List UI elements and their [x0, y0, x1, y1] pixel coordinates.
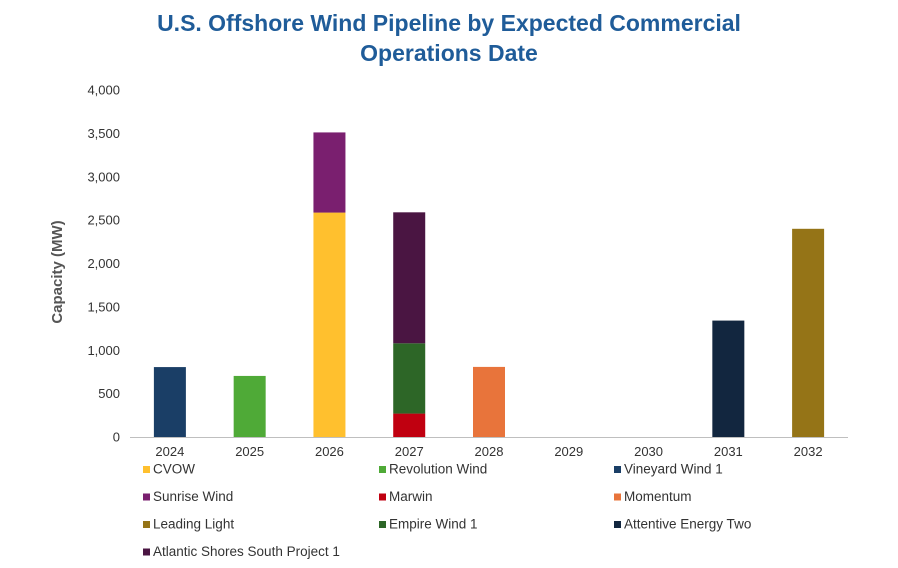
x-tick-label: 2031: [714, 444, 743, 459]
x-tick-label: 2026: [315, 444, 344, 459]
y-tick-label: 0: [113, 430, 120, 445]
legend-swatch: [143, 493, 150, 501]
x-tick-label: 2024: [155, 444, 184, 459]
legend-label: Attentive Energy Two: [624, 517, 751, 532]
bars: [153, 132, 825, 437]
bar-segment: [313, 212, 346, 437]
legend-label: Momentum: [624, 489, 692, 504]
bar-segment: [313, 132, 346, 213]
x-tick-label: 2025: [235, 444, 264, 459]
legend-swatch: [143, 548, 150, 556]
legend-swatch: [379, 521, 386, 528]
y-axis-ticks: 0 500 1,000 1,500 2,000 2,500 3,000 3,500 4,000: [87, 83, 120, 445]
x-tick-label: 2027: [395, 444, 424, 459]
legend-swatch: [379, 493, 386, 501]
legend-label: Leading Light: [153, 517, 234, 532]
x-tick-label: 2028: [475, 444, 504, 459]
bar-segment: [393, 343, 426, 414]
y-axis-label: Capacity (MW): [49, 220, 66, 323]
legend-swatch: [614, 521, 621, 528]
x-axis-ticks: 2024 2025 2026 2027 2028 2029 2030 2031 2032: [155, 444, 822, 459]
y-tick-label: 2,500: [87, 213, 120, 228]
chart-title-line-1: U.S. Offshore Wind Pipeline by Expected …: [157, 10, 741, 36]
legend-label: Vineyard Wind 1: [624, 462, 723, 477]
y-tick-label: 500: [98, 386, 120, 401]
bar-segment: [712, 320, 745, 437]
legend-swatch: [143, 466, 150, 473]
bar-segment: [393, 413, 426, 437]
x-tick-label: 2032: [794, 444, 823, 459]
legend-label: Marwin: [389, 489, 433, 504]
legend: CVOW Revolution Wind Vineyard Wind 1 Sunris…: [143, 462, 751, 559]
bar-segment: [473, 366, 505, 437]
y-tick-label: 1,000: [87, 343, 120, 358]
bar-segment: [792, 228, 825, 437]
legend-label: Revolution Wind: [389, 462, 487, 477]
x-tick-label: 2029: [554, 444, 583, 459]
y-tick-label: 4,000: [87, 83, 120, 98]
legend-label: CVOW: [153, 462, 195, 477]
legend-label: Sunrise Wind: [153, 489, 233, 504]
bar-segment: [393, 212, 426, 344]
legend-label: Atlantic Shores South Project 1: [153, 544, 340, 559]
legend-swatch: [614, 466, 621, 473]
legend-swatch: [614, 493, 621, 501]
chart-title: U.S. Offshore Wind Pipeline by Expected …: [0, 8, 898, 68]
bar-segment: [233, 375, 266, 437]
chart-title-line-2: Operations Date: [360, 40, 538, 66]
bar-segment: [153, 367, 186, 437]
legend-label: Empire Wind 1: [389, 517, 478, 532]
y-tick-label: 2,000: [87, 256, 120, 271]
y-tick-label: 3,000: [87, 169, 120, 184]
y-tick-label: 1,500: [87, 299, 120, 314]
y-tick-label: 3,500: [87, 126, 120, 141]
x-tick-label: 2030: [634, 444, 663, 459]
legend-swatch: [379, 466, 386, 473]
legend-swatch: [143, 521, 150, 528]
